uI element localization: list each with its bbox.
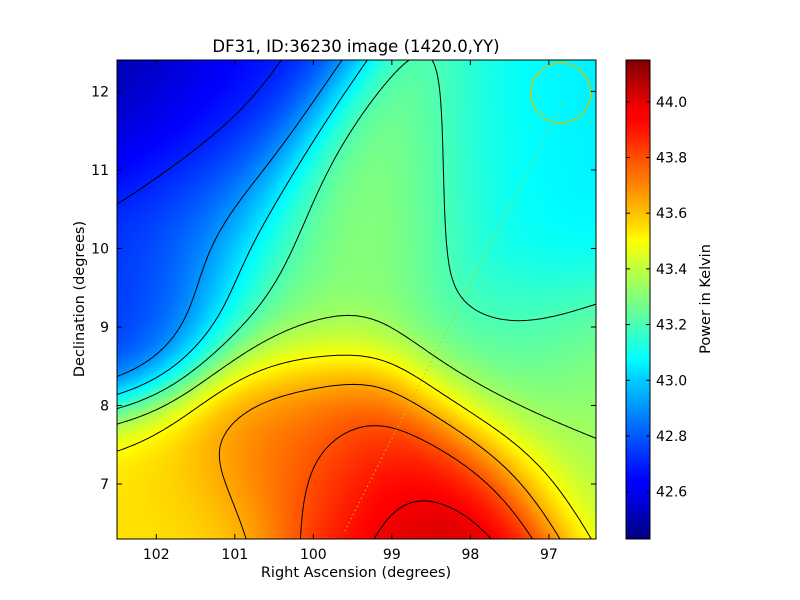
colorbar-tick-label: 43.2 <box>656 318 687 334</box>
annotations <box>344 62 592 532</box>
colorbar-tick-label: 44.0 <box>656 95 687 111</box>
heatmap-image <box>117 60 596 539</box>
y-tick-label: 11 <box>91 163 109 179</box>
colorbar-tick-label: 42.8 <box>656 429 687 445</box>
x-tick-label: 100 <box>300 547 327 563</box>
contour-level-7 <box>218 383 561 539</box>
x-axis-label: Right Ascension (degrees) <box>261 565 451 581</box>
contour-level-5 <box>117 314 596 439</box>
colorbar-tick-label: 43.0 <box>656 373 687 389</box>
y-tick-label: 10 <box>91 241 109 257</box>
y-tick-label: 12 <box>91 84 109 100</box>
contour-level-1 <box>117 60 282 205</box>
y-tick-label: 9 <box>100 320 109 336</box>
colorbar-tick-label: 42.6 <box>656 485 687 501</box>
colorbar-tick-label: 43.6 <box>656 206 687 222</box>
x-tick-label: 98 <box>461 547 479 563</box>
x-tick-label: 99 <box>383 547 401 563</box>
colorbar-tick-label: 43.8 <box>656 150 687 166</box>
contour-level-8 <box>299 425 533 539</box>
plot-frame <box>116 59 597 540</box>
chart-title: DF31, ID:36230 image (1420.0,YY) <box>212 37 499 56</box>
y-axis-label: Declination (degrees) <box>72 221 88 377</box>
x-tick-label: 97 <box>540 547 558 563</box>
y-tick-label: 7 <box>100 477 109 493</box>
contour-lines <box>117 60 596 539</box>
contour-level-4 <box>117 60 596 410</box>
x-tick-label: 102 <box>143 547 170 563</box>
colorbar-axis: 42.6 42.8 43.0 43.2 43.4 43.6 43.8 44.0 <box>626 95 687 501</box>
x-axis: 102 101 100 99 98 97 <box>143 60 558 563</box>
contour-level-2 <box>117 60 343 377</box>
x-tick-label: 101 <box>221 547 248 563</box>
contour-level-6 <box>117 354 592 539</box>
contour-level-3 <box>117 60 368 395</box>
beam-circle <box>530 62 592 124</box>
colorbar-label: Power in Kelvin <box>698 244 714 354</box>
colorbar-tick-label: 43.4 <box>656 262 687 278</box>
y-tick-label: 8 <box>100 399 109 415</box>
contour-level-9 <box>373 500 492 539</box>
y-axis: 7 8 9 10 11 12 <box>91 84 596 493</box>
colorbar <box>625 59 651 540</box>
